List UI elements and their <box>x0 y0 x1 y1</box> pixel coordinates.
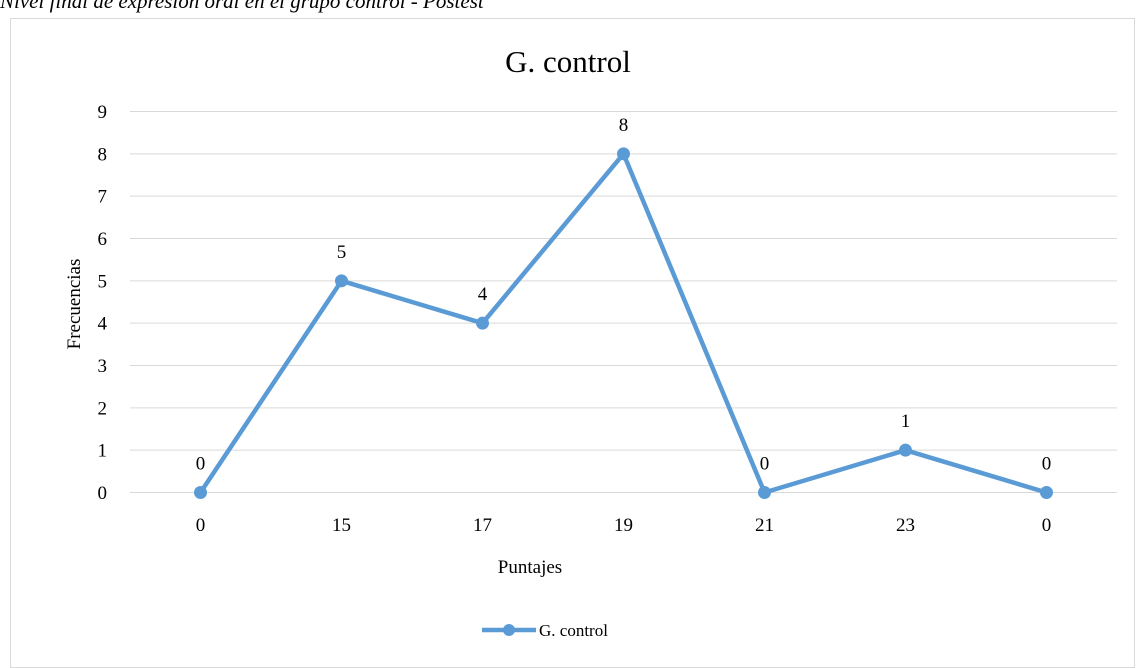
y-tick-label: 7 <box>98 187 108 208</box>
y-tick-label: 8 <box>98 144 108 165</box>
data-point <box>758 486 771 499</box>
figure-caption: Nivel final de expresión oral en el grup… <box>0 0 484 13</box>
data-label: 0 <box>196 454 206 475</box>
data-label: 5 <box>337 242 347 263</box>
y-axis-title: Frecuencias <box>64 259 85 350</box>
y-tick-label: 9 <box>98 102 108 123</box>
data-label: 0 <box>1042 454 1052 475</box>
x-tick-label: 0 <box>196 515 206 536</box>
chart-frame <box>10 18 1135 668</box>
data-label: 0 <box>760 454 770 475</box>
gridlines <box>130 111 1117 493</box>
legend-marker-swatch <box>503 624 515 636</box>
x-axis-ticks: 0 15 17 19 21 23 0 <box>196 515 1052 536</box>
x-tick-label: 23 <box>896 515 915 536</box>
x-tick-label: 15 <box>332 515 351 536</box>
y-tick-label: 4 <box>98 314 108 335</box>
data-label: 1 <box>901 411 911 432</box>
x-tick-label: 17 <box>473 515 492 536</box>
x-tick-label: 0 <box>1042 515 1052 536</box>
legend: G. control <box>482 621 608 640</box>
data-point <box>335 274 348 288</box>
legend-entry-label: G. control <box>539 621 608 640</box>
series-layer: 0 5 4 8 0 1 0 <box>194 115 1053 499</box>
y-tick-label: 5 <box>98 271 108 292</box>
y-tick-label: 1 <box>98 441 108 462</box>
data-label: 8 <box>619 115 629 136</box>
data-point <box>617 147 630 161</box>
y-axis-ticks: 0 1 2 3 4 5 6 7 8 9 <box>98 102 108 504</box>
y-tick-label: 0 <box>98 483 108 504</box>
data-point <box>899 443 912 457</box>
data-point <box>476 316 489 330</box>
chart-title: G. control <box>505 44 631 79</box>
x-tick-label: 19 <box>614 515 633 536</box>
x-axis-title: Puntajes <box>498 557 562 578</box>
y-tick-label: 6 <box>98 229 108 250</box>
data-label: 4 <box>478 284 488 305</box>
x-tick-label: 21 <box>755 515 774 536</box>
y-tick-label: 2 <box>98 398 108 419</box>
data-point <box>194 486 207 499</box>
y-tick-label: 3 <box>98 356 108 377</box>
data-point <box>1040 486 1053 499</box>
